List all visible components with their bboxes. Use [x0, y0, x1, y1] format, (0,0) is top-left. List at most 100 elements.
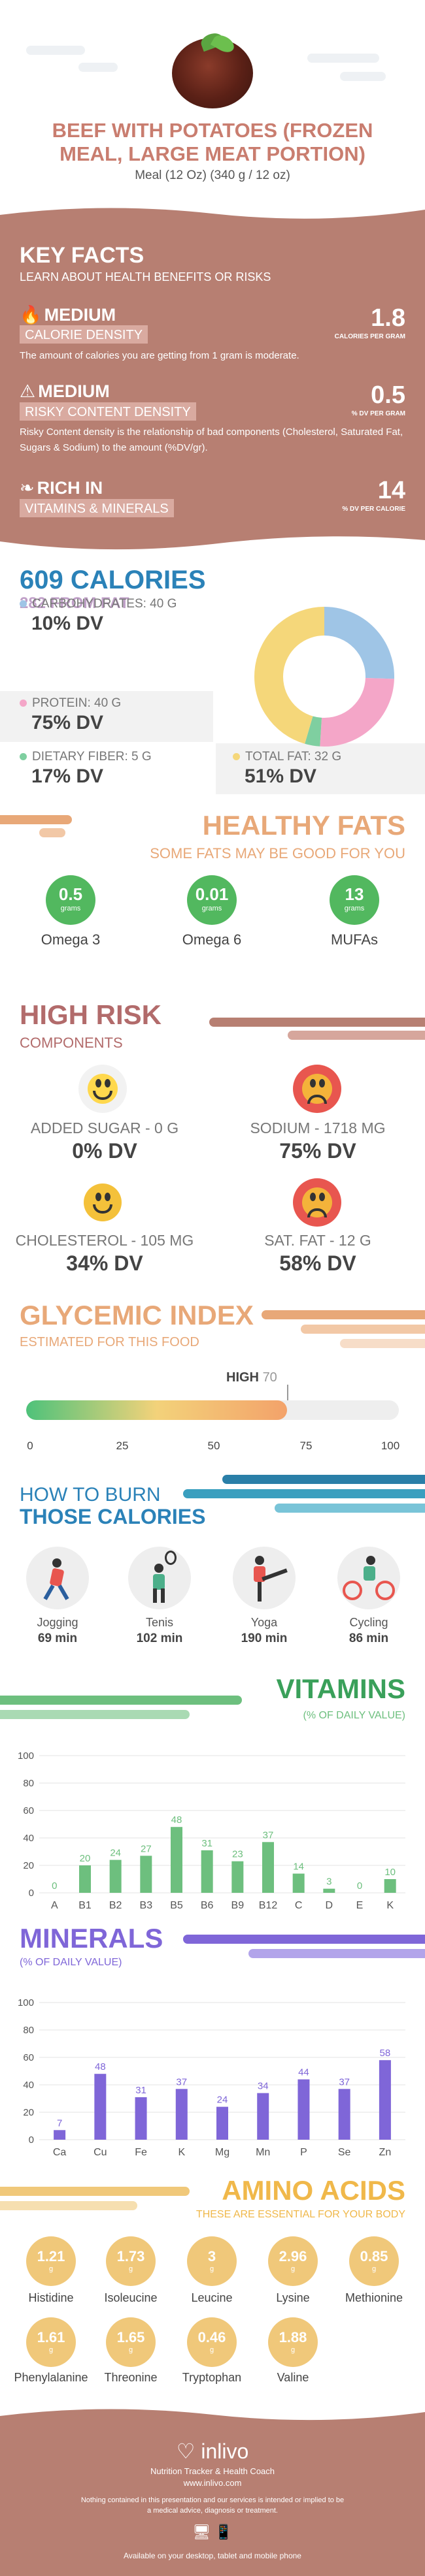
minerals-value-label: 58	[380, 2048, 391, 2059]
added-sugar-dv: 0% DV	[72, 1139, 137, 1163]
vitamins-value-label: 10	[384, 1867, 396, 1878]
vitamins-bar-b12	[262, 1842, 274, 1893]
vitamins-ytick-label: 0	[29, 1888, 34, 1899]
cholesterol-dv: 34% DV	[66, 1251, 143, 1275]
vitamins-category-label: B3	[140, 1900, 153, 1911]
protein-box	[0, 691, 213, 742]
amino-title: AMINO ACIDS	[222, 2175, 405, 2206]
amino-name: Valine	[277, 2371, 309, 2384]
minerals-value-label: 37	[339, 2076, 350, 2087]
heart-icon: ♡	[176, 2439, 196, 2463]
gi-tick: 100	[381, 1440, 400, 1452]
vitamins-subtitle: (% OF DAILY VALUE)	[303, 1710, 405, 1721]
minerals-category-label: Se	[338, 2147, 351, 2158]
added-sugar-label: ADDED SUGAR - 0 g	[30, 1119, 179, 1136]
calorie-density-label: CALORIE DENSITY	[20, 325, 148, 344]
vitamins-category-label: C	[295, 1900, 303, 1911]
key-facts-title: KEY FACTS	[20, 243, 144, 268]
cholesterol-label: CHOLESTEROL - 105 mg	[15, 1232, 194, 1249]
risky-density-level: ⚠ MEDIUM	[20, 381, 110, 401]
burn-title-bottom: THOSE CALORIES	[20, 1505, 206, 1528]
key-facts-subtitle: LEARN ABOUT HEALTH BENEFITS OR RISKS	[20, 270, 271, 283]
wave-top	[0, 202, 425, 219]
donut-slice-fat	[254, 607, 325, 744]
vitamins-bar-b9	[231, 1861, 244, 1893]
sat-fat-label: SAT. FAT - 12 g	[264, 1232, 371, 1249]
vitamins-value-label: 20	[80, 1853, 91, 1864]
decor-stripe	[0, 2187, 190, 2196]
decor-stripe	[275, 1504, 425, 1513]
minerals-category-label: Ca	[53, 2147, 67, 2158]
vitamins-category-label: E	[356, 1900, 364, 1911]
glycemic-title: GLYCEMIC INDEX	[20, 1300, 254, 1330]
decor-stripe	[248, 1949, 425, 1958]
wave-top	[0, 2403, 425, 2421]
decor-stripe	[301, 1325, 425, 1334]
amino-circle: 0.46 g	[187, 2317, 237, 2367]
vitamins-bar-k	[384, 1879, 396, 1893]
tennis-icon	[128, 1547, 191, 1609]
serving-size: Meal (12 Oz) (340 g / 12 oz)	[135, 169, 290, 182]
decor-stripe	[340, 1339, 425, 1348]
glycemic-bar-fill	[26, 1400, 287, 1420]
vitamins-bar-b3	[140, 1856, 152, 1893]
yoga-min: 190 min	[241, 1632, 288, 1645]
amino-circle: 1.88 g	[268, 2317, 318, 2367]
warning-icon: ⚠	[20, 381, 36, 401]
omega6-name: Omega 6	[182, 931, 242, 948]
healthy-fats-subtitle: SOME FATS MAY BE GOOD FOR YOU	[150, 845, 405, 861]
minerals-value-label: 34	[258, 2081, 269, 2092]
vitamins-ytick-label: 60	[23, 1805, 34, 1816]
flame-icon: 🔥	[20, 305, 42, 325]
minerals-bar-k	[175, 2089, 188, 2140]
fat-dv: 51% DV	[245, 765, 317, 787]
vitamins-bar-b6	[201, 1850, 213, 1893]
vitamins-category-label: B2	[109, 1900, 122, 1911]
amino-name: Lysine	[276, 2291, 310, 2304]
minerals-ytick-label: 60	[23, 2052, 34, 2063]
amino-circle: 0.85 g	[349, 2236, 399, 2286]
fiber-label: DIETARY FIBER: 5 g	[20, 750, 152, 764]
vitamins-value-label: 0	[357, 1880, 362, 1892]
vitamins-bar-b1	[79, 1865, 91, 1893]
minerals-bar-mg	[216, 2106, 228, 2140]
high-risk-title: HIGH RISK	[20, 999, 162, 1030]
glycemic-marker	[287, 1385, 288, 1400]
healthy-fats-title: HEALTHY FATS	[202, 810, 405, 841]
sodium-face-icon	[293, 1065, 341, 1113]
food-photo	[172, 30, 253, 108]
protein-label: PROTEIN: 40 g	[20, 696, 121, 711]
vitamins-ytick-label: 100	[18, 1750, 34, 1762]
vitamins-category-label: D	[326, 1900, 333, 1911]
amino-name: Threonine	[104, 2371, 158, 2384]
footer-url[interactable]: www.inlivo.com	[183, 2478, 242, 2488]
vitamins-minerals-level: ❧ RICH IN	[20, 478, 103, 498]
vitamins-category-label: A	[51, 1900, 58, 1911]
carbs-dv: 10% DV	[31, 613, 104, 634]
jogging-name: Jogging	[37, 1616, 78, 1629]
vitamins-minerals-value: 14	[377, 477, 405, 504]
vitamins-ytick-label: 40	[23, 1833, 34, 1844]
donut-slice-fiber	[305, 716, 322, 747]
amino-circle: 2.96 g	[268, 2236, 318, 2286]
minerals-value-label: 24	[217, 2095, 228, 2106]
vitamins-bar-b2	[109, 1860, 122, 1893]
amino-circle: 1.61 g	[26, 2317, 76, 2367]
jogging-icon	[26, 1547, 89, 1609]
yoga-icon	[233, 1547, 296, 1609]
minerals-category-label: Mn	[256, 2147, 270, 2158]
minerals-category-label: Cu	[94, 2147, 107, 2158]
amino-name: Histidine	[28, 2291, 74, 2304]
vitamins-ytick-label: 20	[23, 1860, 34, 1871]
wave-bottom	[0, 536, 425, 556]
amino-name: Isoleucine	[104, 2291, 158, 2304]
vitamins-category-label: B12	[259, 1900, 278, 1911]
devices-icon: 🖥 📱	[192, 2524, 233, 2540]
decor-stripe	[0, 1696, 242, 1705]
minerals-ytick-label: 100	[18, 1997, 34, 2008]
glycemic-marker-label: HIGH 70	[226, 1370, 277, 1385]
decor-stripe	[0, 2201, 137, 2210]
vitamins-title: VITAMINS	[276, 1673, 405, 1704]
